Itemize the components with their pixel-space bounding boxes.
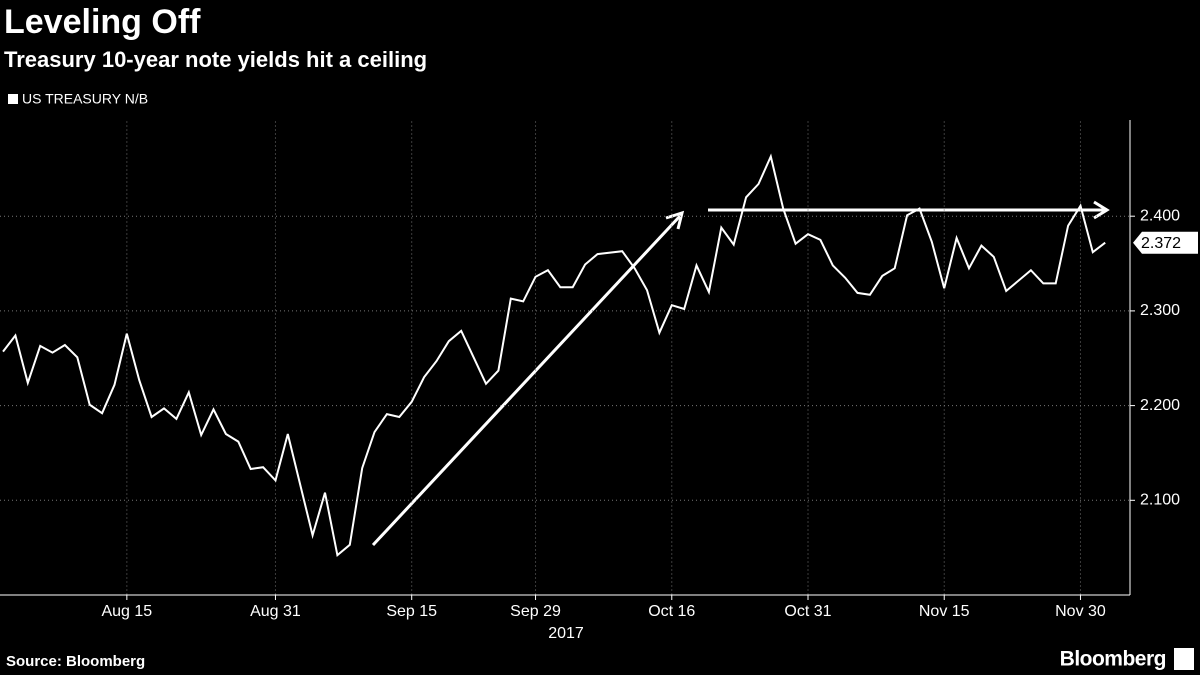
- source: Source: Bloomberg: [6, 653, 145, 670]
- brand-icon: [1174, 648, 1194, 670]
- last-value-tag: [1133, 231, 1198, 254]
- arrow-head: [1093, 200, 1110, 220]
- x-axis-label: 2017: [548, 625, 584, 642]
- trend-arrow: [371, 214, 682, 547]
- legend-swatch: [8, 94, 18, 104]
- x-tick-label: Oct 31: [784, 603, 831, 620]
- x-tick-label: Nov 30: [1055, 603, 1106, 620]
- legend-label: US TREASURY N/B: [22, 91, 148, 107]
- x-tick-label: Aug 31: [250, 603, 301, 620]
- y-tick-label: 2.400: [1140, 207, 1180, 224]
- chart-subtitle: Treasury 10-year note yields hit a ceili…: [4, 47, 427, 72]
- x-tick-label: Nov 15: [919, 603, 970, 620]
- x-tick-label: Sep 15: [386, 603, 437, 620]
- y-tick-label: 2.200: [1140, 397, 1180, 414]
- x-tick-label: Aug 15: [101, 603, 152, 620]
- arrow-head: [665, 210, 685, 230]
- x-tick-label: Sep 29: [510, 603, 561, 620]
- series-line: [2, 153, 1106, 558]
- y-tick-label: 2.300: [1140, 302, 1180, 319]
- x-tick-label: Oct 16: [648, 603, 695, 620]
- chart-title: Leveling Off: [4, 3, 201, 41]
- last-value-label: 2.372: [1141, 235, 1181, 252]
- y-tick-label: 2.100: [1140, 492, 1180, 509]
- annotation-arrows: [371, 200, 1110, 547]
- brand: Bloomberg: [1060, 648, 1166, 671]
